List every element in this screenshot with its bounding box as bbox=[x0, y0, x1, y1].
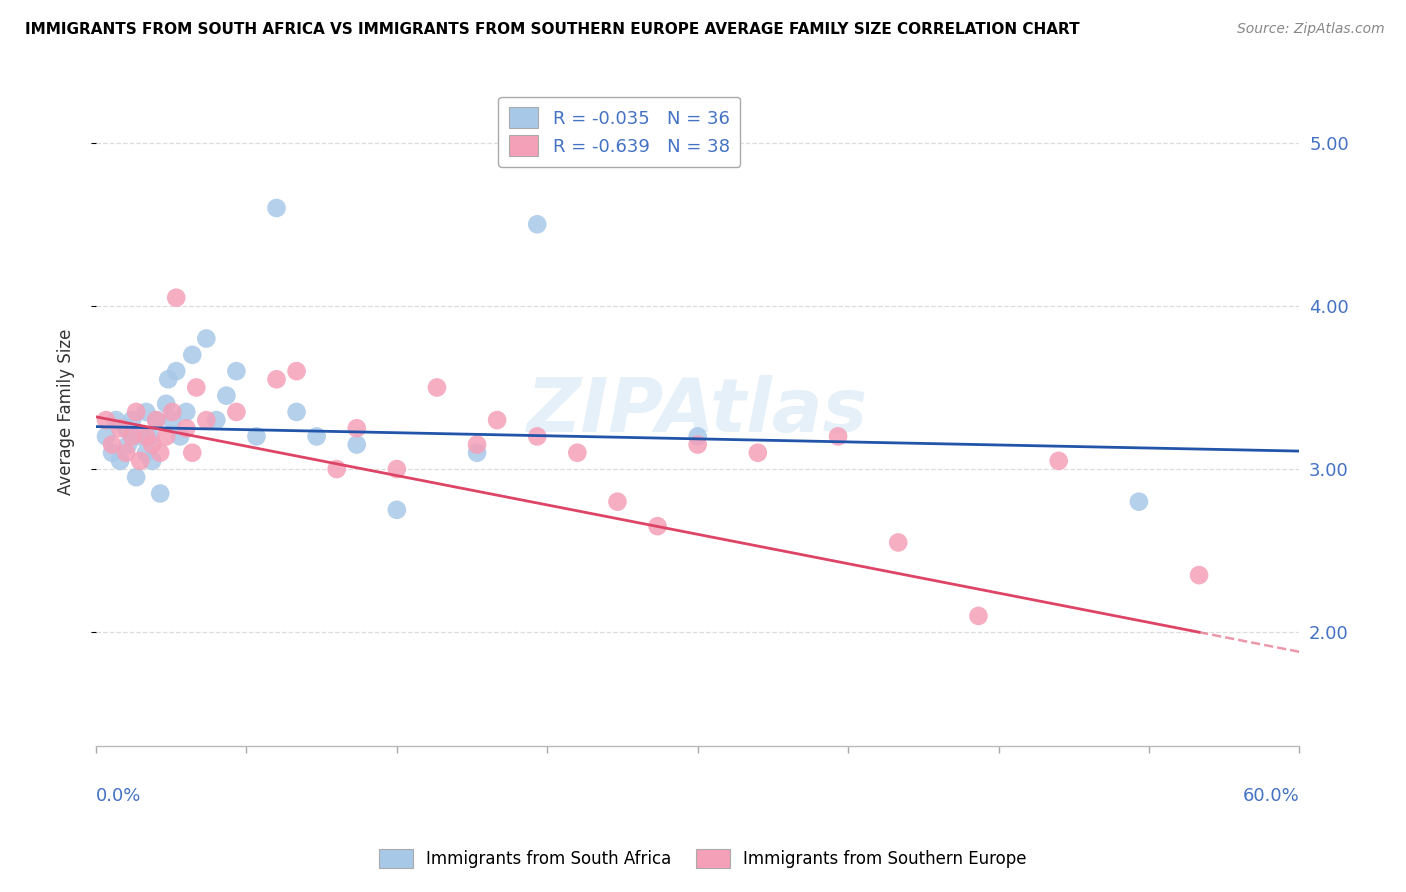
Point bbox=[266, 201, 288, 215]
Point bbox=[606, 494, 628, 508]
Point bbox=[94, 413, 117, 427]
Point bbox=[526, 429, 548, 443]
Point bbox=[195, 413, 218, 427]
Point bbox=[139, 429, 162, 443]
Point bbox=[155, 429, 177, 443]
Point bbox=[747, 446, 769, 460]
Point bbox=[186, 380, 208, 394]
Point bbox=[165, 364, 187, 378]
Text: 60.0%: 60.0% bbox=[1243, 787, 1299, 805]
Point bbox=[325, 462, 347, 476]
Point bbox=[526, 217, 548, 231]
Point bbox=[346, 421, 368, 435]
Point bbox=[887, 535, 910, 549]
Point bbox=[245, 429, 267, 443]
Point bbox=[141, 437, 163, 451]
Point bbox=[108, 454, 131, 468]
Point bbox=[101, 446, 124, 460]
Point bbox=[121, 429, 143, 443]
Point bbox=[195, 331, 218, 345]
Point bbox=[285, 405, 308, 419]
Point bbox=[1047, 454, 1070, 468]
Legend: Immigrants from South Africa, Immigrants from Southern Europe: Immigrants from South Africa, Immigrants… bbox=[373, 842, 1033, 875]
Point bbox=[967, 608, 990, 623]
Point bbox=[385, 503, 408, 517]
Legend: R = -0.035   N = 36, R = -0.639   N = 38: R = -0.035 N = 36, R = -0.639 N = 38 bbox=[499, 96, 741, 167]
Point bbox=[181, 348, 204, 362]
Point bbox=[121, 413, 143, 427]
Point bbox=[305, 429, 328, 443]
Point bbox=[160, 413, 183, 427]
Point bbox=[465, 446, 488, 460]
Point bbox=[149, 446, 172, 460]
Point bbox=[567, 446, 589, 460]
Point bbox=[129, 429, 152, 443]
Point bbox=[385, 462, 408, 476]
Point bbox=[686, 429, 709, 443]
Point bbox=[155, 397, 177, 411]
Point bbox=[160, 405, 183, 419]
Point bbox=[465, 437, 488, 451]
Point bbox=[157, 372, 180, 386]
Point bbox=[125, 470, 148, 484]
Point bbox=[145, 413, 167, 427]
Point bbox=[169, 429, 191, 443]
Point bbox=[135, 446, 157, 460]
Point bbox=[205, 413, 228, 427]
Point bbox=[686, 437, 709, 451]
Point bbox=[108, 421, 131, 435]
Point bbox=[129, 454, 152, 468]
Point bbox=[135, 405, 157, 419]
Point bbox=[117, 437, 139, 451]
Point bbox=[225, 405, 247, 419]
Point bbox=[165, 291, 187, 305]
Y-axis label: Average Family Size: Average Family Size bbox=[58, 329, 75, 495]
Point bbox=[115, 446, 138, 460]
Text: ZIPAtlas: ZIPAtlas bbox=[527, 376, 869, 449]
Point bbox=[1128, 494, 1150, 508]
Point bbox=[486, 413, 509, 427]
Point bbox=[285, 364, 308, 378]
Point bbox=[135, 429, 157, 443]
Text: IMMIGRANTS FROM SOUTH AFRICA VS IMMIGRANTS FROM SOUTHERN EUROPE AVERAGE FAMILY S: IMMIGRANTS FROM SOUTH AFRICA VS IMMIGRAN… bbox=[25, 22, 1080, 37]
Point bbox=[827, 429, 849, 443]
Point bbox=[115, 421, 138, 435]
Point bbox=[215, 389, 238, 403]
Point bbox=[101, 437, 124, 451]
Point bbox=[94, 429, 117, 443]
Point bbox=[647, 519, 669, 533]
Point bbox=[145, 413, 167, 427]
Point bbox=[181, 446, 204, 460]
Point bbox=[225, 364, 247, 378]
Point bbox=[174, 421, 197, 435]
Point bbox=[149, 486, 172, 500]
Text: 0.0%: 0.0% bbox=[96, 787, 142, 805]
Point bbox=[174, 405, 197, 419]
Point bbox=[125, 405, 148, 419]
Point bbox=[266, 372, 288, 386]
Point bbox=[105, 413, 128, 427]
Point bbox=[141, 454, 163, 468]
Point bbox=[426, 380, 449, 394]
Point bbox=[1188, 568, 1211, 582]
Point bbox=[346, 437, 368, 451]
Text: Source: ZipAtlas.com: Source: ZipAtlas.com bbox=[1237, 22, 1385, 37]
